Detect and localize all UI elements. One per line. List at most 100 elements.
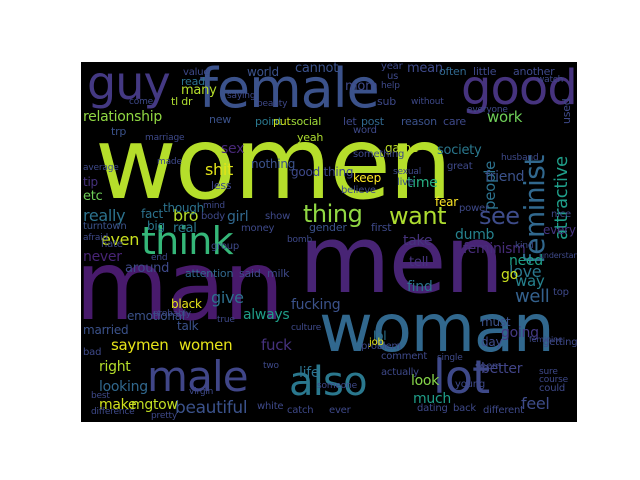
- word-life: life: [299, 365, 320, 381]
- word-sure: sure: [539, 367, 558, 377]
- word-seem: seem: [475, 361, 502, 372]
- word-group: group: [211, 241, 240, 252]
- word-white: white: [257, 401, 284, 412]
- word-world: world: [247, 65, 279, 79]
- word-men: men: [299, 206, 504, 315]
- word-bomb: bomb: [287, 235, 312, 245]
- word-new: new: [209, 113, 232, 126]
- word-ever: ever: [329, 405, 351, 416]
- word-often: often: [439, 65, 467, 78]
- word-make: make: [99, 397, 137, 413]
- word-tell: tell: [409, 255, 429, 270]
- word-culture: culture: [291, 323, 322, 333]
- word-something: something: [353, 149, 405, 160]
- word-power: power: [459, 203, 489, 214]
- word-love: love: [509, 262, 542, 281]
- word-pretty: pretty: [151, 411, 178, 421]
- word-talk: talk: [177, 319, 199, 333]
- word-work: work: [487, 108, 523, 126]
- word-really: really: [83, 206, 126, 225]
- word-could: could: [539, 383, 566, 394]
- word-end: end: [151, 253, 168, 263]
- word-job: job: [369, 337, 384, 348]
- word-problem: problem: [361, 341, 401, 352]
- word-woman: woman: [319, 290, 555, 367]
- word-catch: catch: [287, 405, 314, 416]
- word-good-thing: good thing: [291, 165, 354, 179]
- word-kind: kind: [515, 241, 534, 251]
- word-nothing: nothing: [251, 157, 296, 171]
- word-cloud: women man men woman female good guy thin…: [81, 62, 577, 422]
- word-shit: shit: [205, 160, 233, 179]
- word-tip: tip: [83, 175, 98, 189]
- word-much: much: [413, 391, 451, 407]
- word-less: less: [211, 179, 232, 192]
- word-hate: hate: [101, 239, 123, 250]
- word-help: help: [381, 81, 400, 91]
- word-actually: actually: [381, 367, 419, 378]
- word-well: well: [515, 286, 550, 307]
- word-think: think: [141, 219, 234, 263]
- word-getting: getting: [543, 337, 577, 348]
- word-true: true: [217, 315, 235, 325]
- word-fear: fear: [435, 195, 458, 209]
- word-yeah: yeah: [297, 131, 324, 144]
- word-value: value: [183, 67, 210, 78]
- word-lol: lol: [373, 329, 387, 343]
- word-see: see: [479, 202, 520, 230]
- word-social: social: [291, 115, 322, 128]
- word-fuck: fuck: [261, 336, 292, 354]
- word-beautiful: beautiful: [175, 398, 248, 418]
- word-look: look: [411, 373, 440, 389]
- word-husband: husband: [501, 153, 539, 163]
- word-give: give: [211, 288, 244, 307]
- word-married: married: [83, 323, 129, 337]
- word-marriage: marriage: [145, 133, 185, 143]
- word-female: female: [199, 62, 380, 120]
- word-back: back: [453, 403, 476, 414]
- word-another: another: [513, 65, 555, 78]
- word-want: want: [389, 202, 447, 230]
- word-time: time: [407, 175, 438, 191]
- word-made: made: [157, 157, 182, 167]
- word-first: first: [371, 221, 392, 234]
- word-real: real: [173, 221, 197, 236]
- word-young: young: [455, 379, 486, 390]
- word-gender: gender: [309, 221, 347, 234]
- word-black: black: [171, 297, 202, 311]
- word-virgin: virgin: [189, 387, 214, 397]
- word-every: every: [543, 223, 576, 237]
- word-put: put: [273, 115, 291, 128]
- word-society: society: [437, 143, 482, 158]
- word-nice: nice: [551, 209, 571, 220]
- word-saymen: saymen: [111, 336, 169, 354]
- word-point: point: [255, 115, 282, 128]
- word-mgtow: mgtow: [131, 397, 178, 413]
- word-go: go: [501, 267, 518, 283]
- word-friend: friend: [485, 169, 525, 185]
- word-feminism: feminism: [463, 241, 526, 257]
- word-single: single: [437, 353, 463, 363]
- word-course: course: [539, 375, 569, 385]
- word-show: show: [265, 211, 291, 222]
- word-women: women: [95, 105, 452, 222]
- word-even: even: [101, 230, 140, 249]
- word-never: never: [83, 249, 122, 265]
- word-also: also: [289, 359, 368, 405]
- word-better: better: [481, 361, 523, 377]
- word-always: always: [243, 307, 290, 323]
- word-lot: lot: [433, 350, 490, 404]
- word-little: little: [473, 65, 497, 78]
- word-dating: dating: [417, 403, 448, 414]
- word-fucking: fucking: [291, 297, 341, 313]
- word-big: big: [147, 219, 165, 233]
- word-must: must: [481, 315, 511, 329]
- word-best: best: [91, 391, 110, 401]
- word-etc: etc: [83, 189, 103, 204]
- word-let: let: [343, 115, 357, 128]
- word-man: man: [81, 230, 284, 342]
- word-different: different: [483, 405, 524, 416]
- word-great: great: [447, 161, 473, 172]
- word-care: care: [443, 115, 466, 128]
- word-milk: milk: [267, 267, 290, 280]
